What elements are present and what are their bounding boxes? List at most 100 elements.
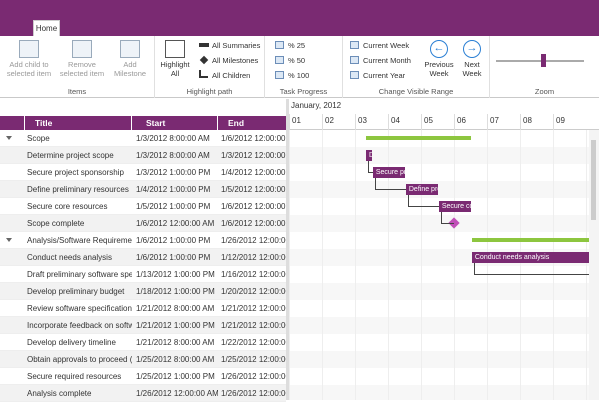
remove-item-button[interactable]: Remove selected item — [58, 40, 106, 78]
task-title-cell[interactable]: Develop delivery timeline — [27, 338, 116, 347]
task-title-cell[interactable]: Secure core resources — [27, 202, 108, 211]
add-child-button[interactable]: Add child to selected item — [5, 40, 53, 78]
task-end-cell[interactable]: 1/22/2012 12:00:00 PM — [221, 338, 286, 347]
task-start-cell[interactable]: 1/3/2012 8:00:00 AM — [136, 134, 210, 143]
start-column-header[interactable]: Start — [132, 116, 218, 130]
task-bar[interactable]: Define preliminary resources — [405, 184, 438, 195]
task-end-cell[interactable]: 1/12/2012 12:00:00 PM — [221, 253, 286, 262]
task-start-cell[interactable]: 1/25/2012 1:00:00 PM — [136, 372, 215, 381]
task-row[interactable]: Draft preliminary software speci 1/13/201… — [0, 266, 286, 283]
task-title-cell[interactable]: Analysis/Software Requirements — [27, 236, 132, 245]
task-title-cell[interactable]: Draft preliminary software speci — [27, 270, 132, 279]
progress-25-button[interactable]: % 25 — [275, 40, 305, 52]
task-start-cell[interactable]: 1/4/2012 1:00:00 PM — [136, 185, 211, 194]
task-title-cell[interactable]: Secure project sponsorship — [27, 168, 124, 177]
zoom-slider-track[interactable] — [496, 60, 584, 62]
task-start-cell[interactable]: 1/21/2012 1:00:00 PM — [136, 321, 215, 330]
vertical-scrollbar-thumb[interactable] — [591, 140, 596, 220]
task-title-cell[interactable]: Scope complete — [27, 219, 85, 228]
task-title-cell[interactable]: Conduct needs analysis — [27, 253, 112, 262]
task-row[interactable]: Develop preliminary budget 1/18/2012 1:00… — [0, 283, 286, 300]
highlight-all-button[interactable]: Highlight All — [157, 40, 193, 78]
task-start-cell[interactable]: 1/6/2012 1:00:00 PM — [136, 236, 211, 245]
dependency-connector — [440, 212, 454, 224]
task-row[interactable]: Secure project sponsorship 1/3/2012 1:00:… — [0, 164, 286, 181]
vertical-scrollbar[interactable] — [589, 130, 599, 400]
task-start-cell[interactable]: 1/6/2012 1:00:00 PM — [136, 253, 211, 262]
task-start-cell[interactable]: 1/3/2012 1:00:00 PM — [136, 168, 211, 177]
task-row[interactable]: Incorporate feedback on softwa 1/21/2012 … — [0, 317, 286, 334]
expand-collapse-icon[interactable] — [6, 238, 12, 242]
task-start-cell[interactable]: 1/26/2012 12:00:00 AM — [136, 389, 218, 398]
task-end-cell[interactable]: 1/4/2012 12:00:00 PM — [221, 168, 286, 177]
progress-100-button[interactable]: % 100 — [275, 70, 309, 82]
task-end-cell[interactable]: 1/25/2012 12:00:00 PM — [221, 355, 286, 364]
task-row[interactable]: Review software specifications/b 1/21/201… — [0, 300, 286, 317]
task-title-cell[interactable]: Define preliminary resources — [27, 185, 129, 194]
title-column-header[interactable]: Title — [25, 116, 132, 130]
task-end-cell[interactable]: 1/3/2012 12:00:00 PM — [221, 151, 286, 160]
expand-collapse-icon[interactable] — [6, 136, 12, 140]
task-row[interactable]: Define preliminary resources 1/4/2012 1:0… — [0, 181, 286, 198]
task-end-cell[interactable]: 1/5/2012 12:00:00 PM — [221, 185, 286, 194]
summary-task-row[interactable]: Scope 1/3/2012 8:00:00 AM 1/6/2012 12:00:0… — [0, 130, 286, 147]
task-end-cell[interactable]: 1/26/2012 12:00:00 AM — [221, 389, 286, 398]
task-end-cell[interactable]: 1/6/2012 12:00:00 AM — [221, 219, 286, 228]
zoom-slider-thumb[interactable] — [541, 54, 546, 67]
progress-50-button[interactable]: % 50 — [275, 55, 305, 67]
current-month-button[interactable]: Current Month — [350, 55, 411, 67]
task-row[interactable]: Scope complete 1/6/2012 12:00:00 AM 1/6/20… — [0, 215, 286, 232]
task-row[interactable]: Conduct needs analysis 1/6/2012 1:00:00 P… — [0, 249, 286, 266]
task-title-cell[interactable]: Incorporate feedback on softwa — [27, 321, 132, 330]
task-end-cell[interactable]: 1/26/2012 12:00:00 PM — [221, 372, 286, 381]
task-start-cell[interactable]: 1/25/2012 8:00:00 AM — [136, 355, 215, 364]
task-end-cell[interactable]: 1/26/2012 12:00:00 PM — [221, 236, 286, 245]
end-column-header[interactable]: End — [228, 118, 245, 128]
task-end-cell[interactable]: 1/16/2012 12:00:00 PM — [221, 270, 286, 279]
task-bar[interactable]: Determine project scope — [366, 150, 372, 161]
task-title-cell[interactable]: Obtain approvals to proceed (co — [27, 355, 132, 364]
task-row[interactable]: Obtain approvals to proceed (co 1/25/2012… — [0, 351, 286, 368]
task-row[interactable]: Analysis complete 1/26/2012 12:00:00 AM 1/… — [0, 385, 286, 402]
task-row[interactable]: Secure required resources 1/25/2012 1:00:… — [0, 368, 286, 385]
all-summaries-button[interactable]: All Summaries — [199, 40, 260, 52]
task-bar[interactable]: Secure project sponsorship — [372, 167, 405, 178]
task-end-cell[interactable]: 1/21/2012 12:00:00 PM — [221, 304, 286, 313]
add-milestone-button[interactable]: Add Milestone — [110, 40, 150, 78]
task-end-cell[interactable]: 1/6/2012 12:00:00 PM — [221, 202, 286, 211]
task-title-cell[interactable]: Analysis complete — [27, 389, 92, 398]
current-week-button[interactable]: Current Week — [350, 40, 409, 52]
task-title-cell[interactable]: Secure required resources — [27, 372, 122, 381]
summary-bar[interactable] — [366, 136, 471, 140]
task-start-cell[interactable]: 1/21/2012 8:00:00 AM — [136, 304, 215, 313]
all-children-button[interactable]: All Children — [199, 70, 250, 82]
task-row[interactable]: Determine project scope 1/3/2012 8:00:00 … — [0, 147, 286, 164]
task-title-cell[interactable]: Review software specifications/b — [27, 304, 132, 313]
range-group-label: Change Visible Range — [378, 87, 454, 96]
task-start-cell[interactable]: 1/5/2012 1:00:00 PM — [136, 202, 211, 211]
summary-task-row[interactable]: Analysis/Software Requirements 1/6/2012 1… — [0, 232, 286, 249]
timeline-day-label: 08 — [520, 114, 553, 130]
task-title-cell[interactable]: Determine project scope — [27, 151, 114, 160]
task-end-cell[interactable]: 1/6/2012 12:00:00 PM — [221, 134, 286, 143]
next-week-button[interactable]: → Next Week — [462, 40, 482, 78]
summary-bar[interactable] — [471, 238, 589, 242]
task-end-cell[interactable]: 1/20/2012 12:00:00 PM — [221, 287, 286, 296]
task-bar[interactable]: Secure core resources — [438, 201, 471, 212]
task-end-cell[interactable]: 1/21/2012 12:00:00 PM — [221, 321, 286, 330]
current-year-button[interactable]: Current Year — [350, 70, 405, 82]
task-title-cell[interactable]: Develop preliminary budget — [27, 287, 125, 296]
task-row[interactable]: Develop delivery timeline 1/21/2012 8:00:… — [0, 334, 286, 351]
task-start-cell[interactable]: 1/6/2012 12:00:00 AM — [136, 219, 215, 228]
task-title-cell[interactable]: Scope — [27, 134, 50, 143]
pane-splitter[interactable] — [286, 99, 289, 400]
task-start-cell[interactable]: 1/3/2012 8:00:00 AM — [136, 151, 210, 160]
task-start-cell[interactable]: 1/13/2012 1:00:00 PM — [136, 270, 215, 279]
task-row[interactable]: Secure core resources 1/5/2012 1:00:00 PM… — [0, 198, 286, 215]
all-milestones-button[interactable]: All Milestones — [199, 55, 258, 67]
task-start-cell[interactable]: 1/18/2012 1:00:00 PM — [136, 287, 215, 296]
tab-home[interactable]: Home — [33, 20, 60, 36]
task-bar[interactable]: Conduct needs analysis — [471, 252, 589, 263]
task-start-cell[interactable]: 1/21/2012 8:00:00 AM — [136, 338, 215, 347]
previous-week-button[interactable]: ← Previous Week — [424, 40, 454, 78]
